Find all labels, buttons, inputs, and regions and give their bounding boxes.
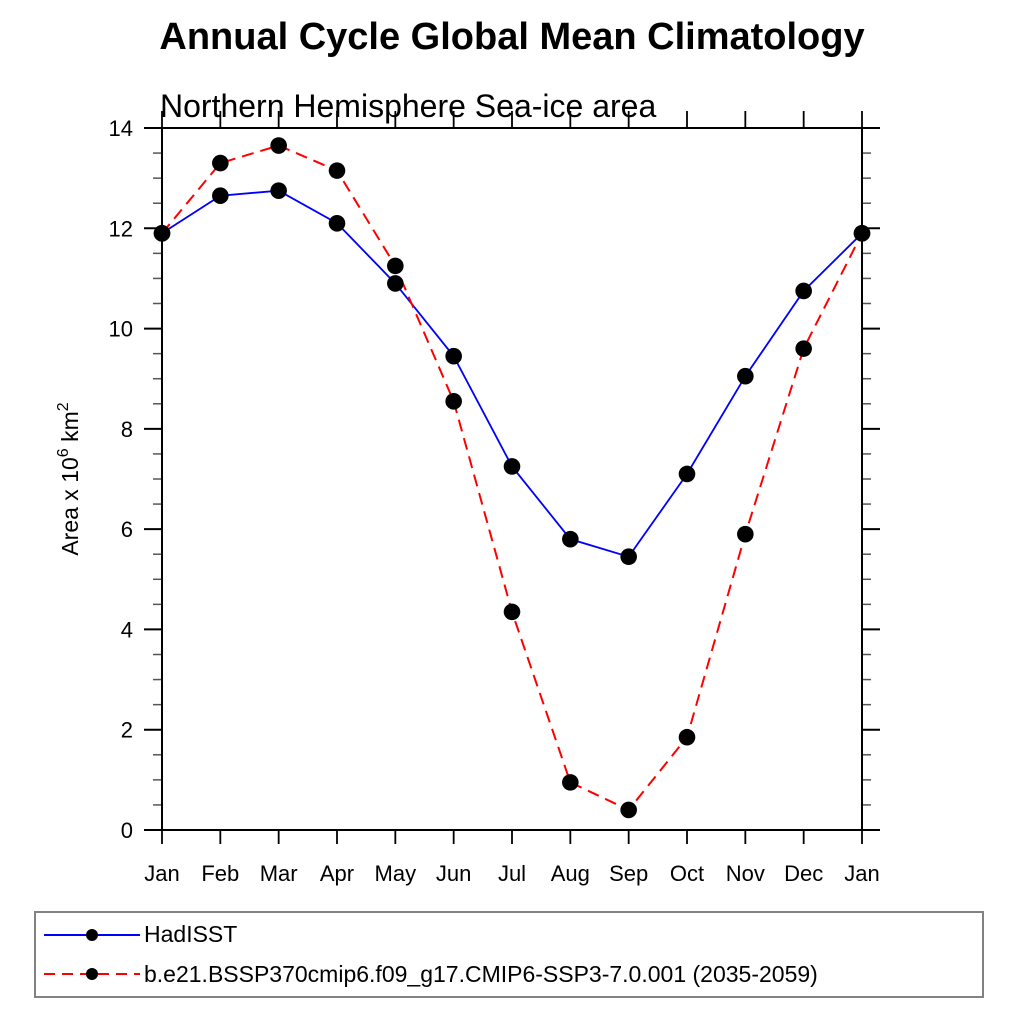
plot-frame	[161, 127, 863, 831]
data-point-marker-s1	[387, 257, 404, 275]
data-point-marker-s1	[328, 162, 346, 179]
data-point-marker-s0	[678, 465, 696, 483]
chart-title: Annual Cycle Global Mean Climatology	[159, 16, 865, 58]
data-point-marker-s0	[270, 182, 287, 199]
y-tick-label: 0	[121, 818, 133, 843]
legend-label-model: b.e21.BSSP370cmip6.f09_g17.CMIP6-SSP3-7.…	[144, 960, 818, 987]
data-point-marker-s1	[212, 154, 229, 172]
data-point-marker-s0	[445, 347, 462, 365]
x-tick-label: Mar	[260, 861, 298, 886]
x-tick-label: Jun	[436, 861, 471, 886]
x-tick-label: Jul	[498, 861, 526, 886]
data-point-marker-s0	[503, 458, 521, 475]
y-tick-label: 2	[121, 718, 133, 743]
y-tick-label: 8	[121, 417, 133, 442]
data-point-marker-s1	[620, 801, 637, 819]
y-tick-label: 14	[109, 116, 133, 141]
y-tick-label: 4	[121, 617, 133, 642]
x-tick-label: Jan	[144, 861, 179, 886]
data-point-marker-s0	[795, 282, 812, 300]
y-tick-label: 10	[109, 317, 133, 342]
x-tick-label: Nov	[726, 861, 765, 886]
data-point-marker-s1	[445, 392, 462, 410]
legend-row-hadisst: HadISST	[40, 915, 982, 955]
chart-subtitle: Northern Hemisphere Sea-ice area	[160, 88, 657, 124]
data-point-marker-s1	[153, 225, 171, 242]
x-tick-label: Jan	[844, 861, 879, 886]
data-point-marker-s0	[562, 530, 579, 548]
y-tick-label: 6	[121, 517, 133, 542]
series-line-1	[161, 144, 863, 812]
data-point-marker-s0	[328, 214, 346, 232]
data-point-marker-s1	[795, 340, 812, 357]
x-tick-label: Dec	[784, 861, 823, 886]
y-axis-label: Area x 106 km2	[55, 402, 83, 555]
data-point-marker-s1	[737, 525, 754, 543]
legend: HadISST b.e21.BSSP370cmip6.f09_g17.CMIP6…	[34, 911, 984, 998]
data-point-marker-s1	[270, 137, 287, 154]
x-tick-label: Oct	[670, 861, 704, 886]
data-point-marker-s1	[853, 225, 871, 242]
x-tick-label: Apr	[320, 861, 354, 886]
legend-row-model: b.e21.BSSP370cmip6.f09_g17.CMIP6-SSP3-7.…	[40, 955, 982, 995]
x-tick-label: Aug	[551, 861, 590, 886]
data-point-marker-s1	[562, 774, 579, 791]
data-point-marker-s1	[503, 603, 521, 621]
data-point-marker-s0	[737, 367, 754, 385]
legend-sample-model	[44, 968, 140, 981]
x-tick-label: Sep	[609, 861, 648, 886]
data-point-marker-s0	[212, 187, 229, 204]
y-tick-label: 12	[109, 216, 133, 241]
data-point-marker-s0	[387, 275, 404, 292]
series-line-0	[161, 189, 863, 558]
data-point-marker-s0	[620, 548, 637, 566]
data-point-marker-s1	[678, 728, 696, 746]
x-tick-label: Feb	[201, 861, 239, 886]
legend-sample-hadisst	[44, 928, 140, 941]
x-tick-label: May	[375, 861, 417, 886]
legend-label-hadisst: HadISST	[144, 921, 238, 948]
